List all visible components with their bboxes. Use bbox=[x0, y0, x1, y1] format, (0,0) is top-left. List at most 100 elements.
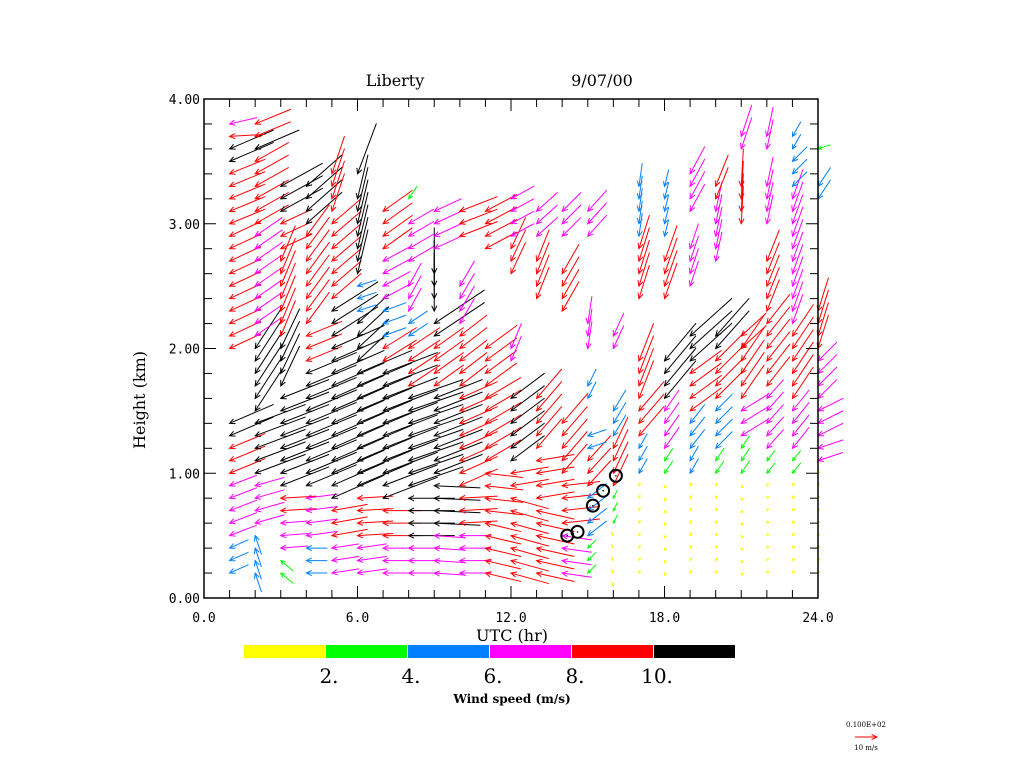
wind-vector bbox=[766, 483, 770, 487]
wind-vector bbox=[587, 381, 597, 400]
wind-vector bbox=[254, 403, 306, 425]
wind-vector bbox=[407, 208, 435, 225]
wind-vector bbox=[663, 322, 697, 362]
wind-vector bbox=[382, 202, 413, 225]
wind-vector bbox=[382, 389, 438, 412]
wind-vector bbox=[663, 402, 680, 425]
wind-vector bbox=[586, 435, 612, 462]
wind-vector bbox=[382, 283, 411, 300]
wind-vector bbox=[330, 324, 385, 350]
vector-column bbox=[305, 154, 357, 577]
wind-vector bbox=[663, 460, 674, 475]
wind-vector bbox=[740, 559, 744, 564]
wind-vector bbox=[612, 514, 618, 525]
wind-vector bbox=[766, 508, 770, 512]
wind-vector bbox=[791, 304, 814, 337]
wind-vector bbox=[254, 416, 306, 437]
wind-vector bbox=[740, 312, 767, 337]
wind-vector bbox=[509, 509, 549, 522]
vector-column bbox=[509, 185, 549, 585]
wind-vector bbox=[382, 426, 438, 450]
wind-vector bbox=[305, 493, 338, 501]
wind-vector bbox=[228, 539, 249, 549]
wind-vector bbox=[330, 528, 368, 538]
wind-vector bbox=[279, 379, 330, 400]
wind-vector bbox=[689, 494, 693, 500]
x-axis-label: UTC (hr) bbox=[476, 626, 548, 645]
wind-vector bbox=[228, 142, 274, 163]
wind-vector bbox=[689, 362, 722, 387]
colorbar-segment bbox=[326, 645, 407, 658]
wind-vector bbox=[254, 121, 292, 138]
wind-vector bbox=[330, 374, 385, 400]
wind-vector bbox=[740, 364, 765, 400]
wind-vector bbox=[612, 325, 625, 350]
wind-vector bbox=[766, 449, 776, 462]
wind-vector bbox=[791, 194, 804, 225]
wind-vector bbox=[279, 187, 323, 212]
wind-vector bbox=[433, 210, 462, 225]
wind-vector bbox=[764, 119, 774, 151]
wind-vector bbox=[458, 314, 488, 337]
wind-vector bbox=[458, 443, 498, 462]
wind-vector bbox=[535, 558, 575, 570]
wind-vector bbox=[791, 158, 808, 175]
wind-vector bbox=[662, 194, 670, 213]
reference-vector: 0.100E+02 10 m/s bbox=[846, 721, 886, 752]
wind-vector bbox=[535, 478, 575, 488]
wind-vector bbox=[689, 183, 706, 213]
vector-column bbox=[764, 106, 791, 574]
wind-vector bbox=[484, 508, 524, 516]
wind-vector bbox=[689, 387, 722, 412]
wind-vector bbox=[356, 279, 377, 288]
wind-vector bbox=[330, 173, 345, 213]
x-tick-label: 24.0 bbox=[802, 611, 833, 626]
wind-vector bbox=[330, 474, 385, 499]
wind-vector bbox=[305, 364, 357, 387]
wind-vector bbox=[228, 416, 274, 437]
wind-vector bbox=[663, 484, 667, 489]
wind-vector bbox=[689, 507, 693, 512]
wind-vector bbox=[254, 108, 292, 125]
wind-vector bbox=[740, 460, 751, 475]
wind-vector bbox=[254, 304, 283, 325]
wind-vector bbox=[382, 246, 411, 262]
wind-vector bbox=[433, 428, 483, 450]
wind-vector bbox=[254, 476, 285, 488]
wind-vector bbox=[586, 441, 607, 450]
wind-vector bbox=[330, 412, 385, 437]
wind-vector bbox=[254, 229, 283, 250]
wind-vector bbox=[509, 546, 549, 560]
wind-vector bbox=[535, 266, 550, 300]
wind-vector bbox=[740, 572, 744, 576]
wind-vector bbox=[791, 414, 810, 437]
wind-vector bbox=[305, 569, 328, 577]
wind-vector bbox=[535, 418, 563, 450]
wind-vector bbox=[254, 514, 285, 525]
wind-vector bbox=[458, 327, 488, 350]
wind-vector bbox=[407, 352, 441, 375]
wind-vector bbox=[535, 406, 563, 437]
circle-marker bbox=[585, 498, 600, 513]
wind-vector bbox=[305, 439, 357, 462]
wind-vector bbox=[612, 389, 627, 412]
wind-vector bbox=[509, 478, 549, 488]
wind-vector bbox=[510, 229, 527, 263]
wind-vector bbox=[458, 352, 488, 375]
wind-vector bbox=[510, 435, 545, 462]
wind-vector bbox=[382, 464, 438, 487]
circle-marker bbox=[570, 524, 585, 539]
vector-column bbox=[791, 121, 814, 574]
wind-vector bbox=[714, 418, 733, 437]
wind-vector bbox=[433, 416, 483, 437]
wind-vector bbox=[715, 460, 725, 475]
wind-vector bbox=[663, 335, 697, 375]
wind-vector bbox=[331, 235, 362, 262]
wind-vector bbox=[382, 270, 411, 287]
wind-vector bbox=[355, 204, 369, 250]
wind-vector bbox=[561, 481, 601, 489]
wind-vector bbox=[407, 428, 464, 450]
wind-vector bbox=[740, 352, 765, 387]
wind-vector bbox=[663, 559, 667, 564]
y-tick-label: 1.00 bbox=[169, 467, 200, 482]
